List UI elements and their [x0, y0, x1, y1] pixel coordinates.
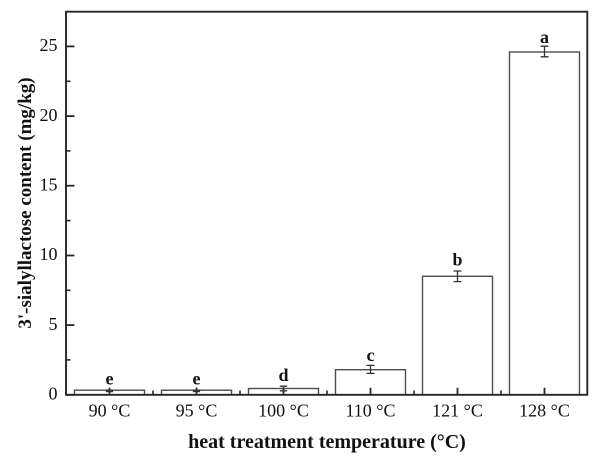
svg-text:90 °C: 90 °C [89, 401, 131, 421]
svg-text:3'-sialyllactose content (mg/k: 3'-sialyllactose content (mg/kg) [15, 77, 36, 328]
svg-text:heat treatment temperature (°C: heat treatment temperature (°C) [188, 431, 466, 453]
svg-text:110 °C: 110 °C [345, 401, 395, 421]
svg-text:100 °C: 100 °C [258, 401, 309, 421]
svg-text:20: 20 [40, 105, 58, 125]
svg-text:10: 10 [40, 244, 58, 264]
svg-text:c: c [367, 345, 375, 365]
svg-text:0: 0 [49, 384, 58, 404]
svg-text:121 °C: 121 °C [432, 401, 483, 421]
svg-text:128 °C: 128 °C [519, 401, 570, 421]
svg-text:b: b [452, 250, 462, 270]
svg-text:e: e [106, 368, 114, 388]
svg-text:d: d [278, 365, 288, 385]
svg-text:a: a [540, 27, 549, 47]
svg-text:15: 15 [40, 174, 58, 194]
svg-text:25: 25 [40, 35, 58, 55]
svg-text:95 °C: 95 °C [176, 401, 218, 421]
svg-text:e: e [193, 368, 201, 388]
svg-text:5: 5 [49, 314, 58, 334]
